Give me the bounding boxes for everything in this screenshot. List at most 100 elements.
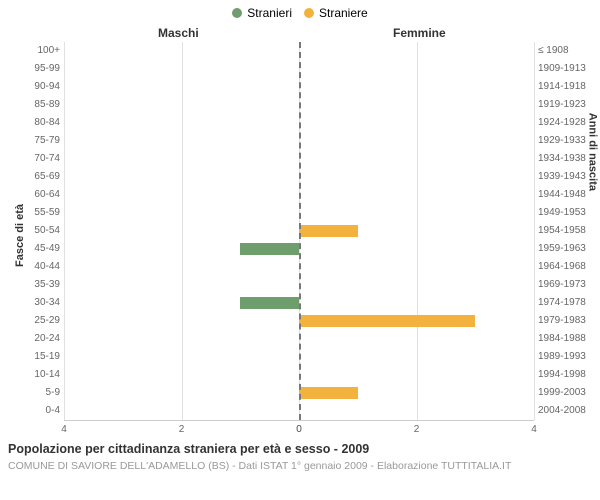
male-half bbox=[64, 276, 299, 294]
male-half bbox=[64, 150, 299, 168]
age-label: 50-54 bbox=[4, 225, 60, 236]
age-label: 60-64 bbox=[4, 189, 60, 200]
birth-year-label: 2004-2008 bbox=[538, 405, 598, 416]
age-label: 20-24 bbox=[4, 333, 60, 344]
female-half bbox=[299, 168, 534, 186]
female-half bbox=[299, 204, 534, 222]
age-label: 35-39 bbox=[4, 279, 60, 290]
x-axis-line bbox=[64, 420, 534, 421]
male-half bbox=[64, 132, 299, 150]
female-half bbox=[299, 60, 534, 78]
age-label: 45-49 bbox=[4, 243, 60, 254]
x-tick-left: 4 bbox=[61, 424, 67, 435]
male-half bbox=[64, 42, 299, 60]
male-half bbox=[64, 78, 299, 96]
male-half bbox=[64, 366, 299, 384]
male-swatch bbox=[232, 8, 242, 18]
chart-title: Popolazione per cittadinanza straniera p… bbox=[8, 442, 369, 456]
male-half bbox=[64, 204, 299, 222]
birth-year-label: ≤ 1908 bbox=[538, 45, 598, 56]
male-half bbox=[64, 60, 299, 78]
female-half bbox=[299, 114, 534, 132]
birth-year-label: 1964-1968 bbox=[538, 261, 598, 272]
x-tick-left: 2 bbox=[179, 424, 185, 435]
left-axis-title: Fasce di età bbox=[14, 204, 26, 267]
birth-year-label: 1994-1998 bbox=[538, 369, 598, 380]
female-half bbox=[299, 330, 534, 348]
male-half bbox=[64, 348, 299, 366]
gridline bbox=[534, 42, 535, 420]
chart-subtitle: COMUNE DI SAVIORE DELL'ADAMELLO (BS) - D… bbox=[8, 460, 511, 472]
female-half bbox=[299, 402, 534, 420]
birth-year-label: 1959-1963 bbox=[538, 243, 598, 254]
male-half bbox=[64, 222, 299, 240]
male-half bbox=[64, 258, 299, 276]
male-half bbox=[64, 312, 299, 330]
legend-item: Stranieri bbox=[232, 6, 292, 20]
age-label: 25-29 bbox=[4, 315, 60, 326]
male-half bbox=[64, 402, 299, 420]
age-label: 70-74 bbox=[4, 153, 60, 164]
age-label: 85-89 bbox=[4, 99, 60, 110]
female-half bbox=[299, 96, 534, 114]
age-label: 5-9 bbox=[4, 387, 60, 398]
male-half bbox=[64, 114, 299, 132]
female-half bbox=[299, 294, 534, 312]
left-section-title: Maschi bbox=[158, 26, 199, 40]
age-label: 90-94 bbox=[4, 81, 60, 92]
male-half bbox=[64, 384, 299, 402]
population-pyramid bbox=[64, 42, 534, 420]
female-half bbox=[299, 150, 534, 168]
female-half bbox=[299, 384, 534, 402]
legend-label: Straniere bbox=[319, 6, 368, 20]
male-half bbox=[64, 96, 299, 114]
birth-year-label: 1949-1953 bbox=[538, 207, 598, 218]
female-half bbox=[299, 366, 534, 384]
female-half bbox=[299, 132, 534, 150]
birth-year-label: 1979-1983 bbox=[538, 315, 598, 326]
female-bar bbox=[299, 225, 358, 238]
female-half bbox=[299, 222, 534, 240]
x-tick-right: 2 bbox=[414, 424, 420, 435]
male-half bbox=[64, 168, 299, 186]
female-half bbox=[299, 42, 534, 60]
age-label: 75-79 bbox=[4, 135, 60, 146]
age-label: 30-34 bbox=[4, 297, 60, 308]
age-label: 100+ bbox=[4, 45, 60, 56]
age-label: 65-69 bbox=[4, 171, 60, 182]
legend: Stranieri Straniere bbox=[0, 6, 600, 21]
age-label: 10-14 bbox=[4, 369, 60, 380]
age-label: 40-44 bbox=[4, 261, 60, 272]
age-label: 15-19 bbox=[4, 351, 60, 362]
right-axis-title: Anni di nascita bbox=[586, 113, 598, 191]
right-section-title: Femmine bbox=[393, 26, 446, 40]
birth-year-label: 1914-1918 bbox=[538, 81, 598, 92]
male-half bbox=[64, 186, 299, 204]
age-label: 95-99 bbox=[4, 63, 60, 74]
male-bar bbox=[240, 297, 299, 310]
zero-line bbox=[299, 42, 301, 420]
birth-year-label: 1909-1913 bbox=[538, 63, 598, 74]
female-half bbox=[299, 240, 534, 258]
birth-year-label: 1999-2003 bbox=[538, 387, 598, 398]
legend-label: Stranieri bbox=[247, 6, 292, 20]
female-bar bbox=[299, 387, 358, 400]
female-half bbox=[299, 258, 534, 276]
birth-year-label: 1984-1988 bbox=[538, 333, 598, 344]
male-half bbox=[64, 294, 299, 312]
female-swatch bbox=[304, 8, 314, 18]
female-bar bbox=[299, 315, 475, 328]
age-label: 80-84 bbox=[4, 117, 60, 128]
female-half bbox=[299, 276, 534, 294]
female-half bbox=[299, 348, 534, 366]
male-half bbox=[64, 240, 299, 258]
x-tick-right: 0 bbox=[296, 424, 302, 435]
male-bar bbox=[240, 243, 299, 256]
birth-year-label: 1989-1993 bbox=[538, 351, 598, 362]
age-label: 0-4 bbox=[4, 405, 60, 416]
age-label: 55-59 bbox=[4, 207, 60, 218]
female-half bbox=[299, 78, 534, 96]
legend-item: Straniere bbox=[304, 6, 368, 20]
female-half bbox=[299, 312, 534, 330]
birth-year-label: 1919-1923 bbox=[538, 99, 598, 110]
